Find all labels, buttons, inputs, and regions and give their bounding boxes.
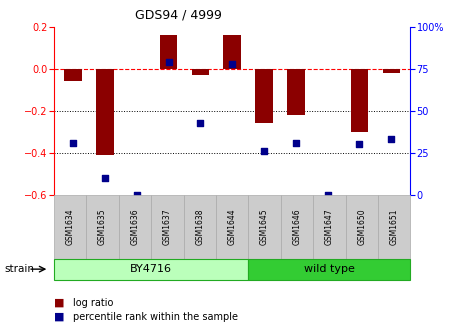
- Text: GSM1635: GSM1635: [98, 208, 107, 245]
- Text: percentile rank within the sample: percentile rank within the sample: [73, 311, 238, 322]
- Text: GSM1637: GSM1637: [163, 208, 172, 245]
- Point: [324, 192, 332, 198]
- Bar: [223, 35, 241, 69]
- Text: GSM1646: GSM1646: [293, 208, 302, 245]
- Bar: [351, 69, 368, 132]
- Text: ■: ■: [54, 311, 64, 322]
- Bar: [255, 69, 273, 124]
- Text: ■: ■: [54, 298, 64, 308]
- Bar: [160, 35, 177, 69]
- Text: GSM1644: GSM1644: [227, 208, 237, 245]
- Point: [292, 140, 300, 145]
- Text: BY4716: BY4716: [130, 264, 172, 274]
- Point: [165, 59, 172, 65]
- Text: GSM1634: GSM1634: [66, 208, 75, 245]
- Text: GSM1650: GSM1650: [357, 208, 366, 245]
- Text: GSM1636: GSM1636: [130, 208, 139, 245]
- Point: [260, 149, 268, 154]
- Point: [356, 142, 363, 147]
- Text: strain: strain: [5, 264, 35, 274]
- Text: GSM1647: GSM1647: [325, 208, 334, 245]
- Bar: [383, 69, 400, 73]
- Point: [69, 140, 77, 145]
- Point: [228, 61, 236, 67]
- Bar: [191, 69, 209, 75]
- Text: log ratio: log ratio: [73, 298, 113, 308]
- Text: GSM1638: GSM1638: [195, 209, 204, 245]
- Bar: [287, 69, 304, 115]
- Bar: [64, 69, 82, 82]
- Point: [197, 120, 204, 125]
- Text: GDS94 / 4999: GDS94 / 4999: [135, 9, 222, 22]
- Text: GSM1645: GSM1645: [260, 208, 269, 245]
- Point: [101, 175, 109, 181]
- Bar: [96, 69, 113, 155]
- Point: [133, 192, 140, 198]
- Text: wild type: wild type: [304, 264, 355, 274]
- Text: GSM1651: GSM1651: [390, 209, 399, 245]
- Point: [387, 137, 395, 142]
